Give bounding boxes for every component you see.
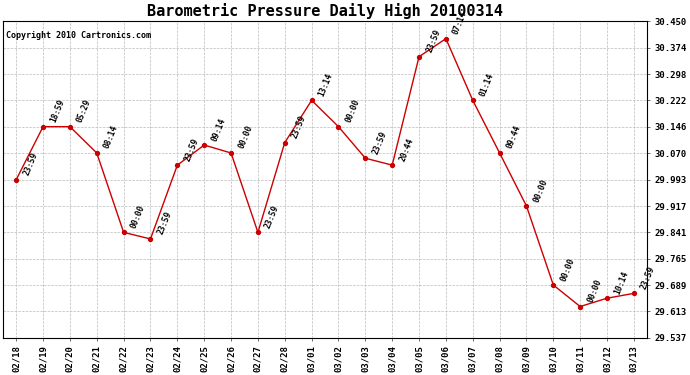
Text: Copyright 2010 Cartronics.com: Copyright 2010 Cartronics.com: [6, 31, 151, 40]
Text: 13:14: 13:14: [317, 72, 335, 98]
Text: 00:00: 00:00: [586, 278, 603, 304]
Text: 18:59: 18:59: [48, 98, 66, 124]
Text: 00:00: 00:00: [532, 177, 549, 203]
Text: 00:00: 00:00: [237, 124, 254, 150]
Text: 23:59: 23:59: [22, 151, 39, 177]
Text: 23:59: 23:59: [183, 136, 200, 162]
Text: 23:59: 23:59: [424, 28, 442, 54]
Text: 10:14: 10:14: [613, 270, 630, 296]
Text: 08:14: 08:14: [102, 124, 120, 150]
Text: 07:14: 07:14: [451, 10, 469, 36]
Text: 01:14: 01:14: [478, 72, 496, 98]
Text: 23:59: 23:59: [371, 129, 388, 155]
Text: 20:44: 20:44: [397, 136, 415, 162]
Text: 23:59: 23:59: [264, 204, 281, 230]
Text: 23:59: 23:59: [640, 265, 657, 291]
Text: 00:00: 00:00: [129, 204, 147, 230]
Text: 05:29: 05:29: [75, 98, 93, 124]
Text: 09:14: 09:14: [210, 116, 227, 142]
Text: 23:59: 23:59: [156, 210, 173, 236]
Text: 00:00: 00:00: [344, 98, 362, 124]
Title: Barometric Pressure Daily High 20100314: Barometric Pressure Daily High 20100314: [147, 3, 503, 19]
Text: 23:59: 23:59: [290, 114, 308, 140]
Text: 09:44: 09:44: [505, 124, 522, 150]
Text: 00:00: 00:00: [559, 256, 576, 282]
